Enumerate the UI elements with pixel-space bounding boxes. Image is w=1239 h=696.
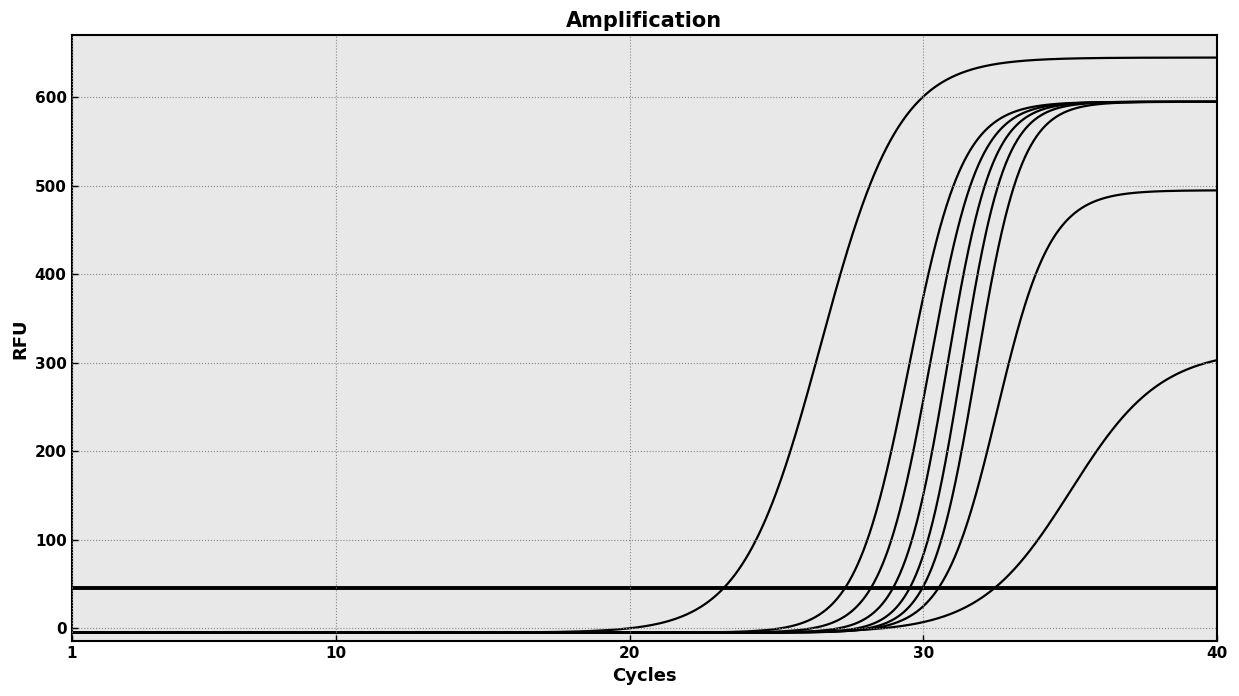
X-axis label: Cycles: Cycles [612,667,676,685]
Y-axis label: RFU: RFU [11,318,28,358]
Title: Amplification: Amplification [566,11,722,31]
